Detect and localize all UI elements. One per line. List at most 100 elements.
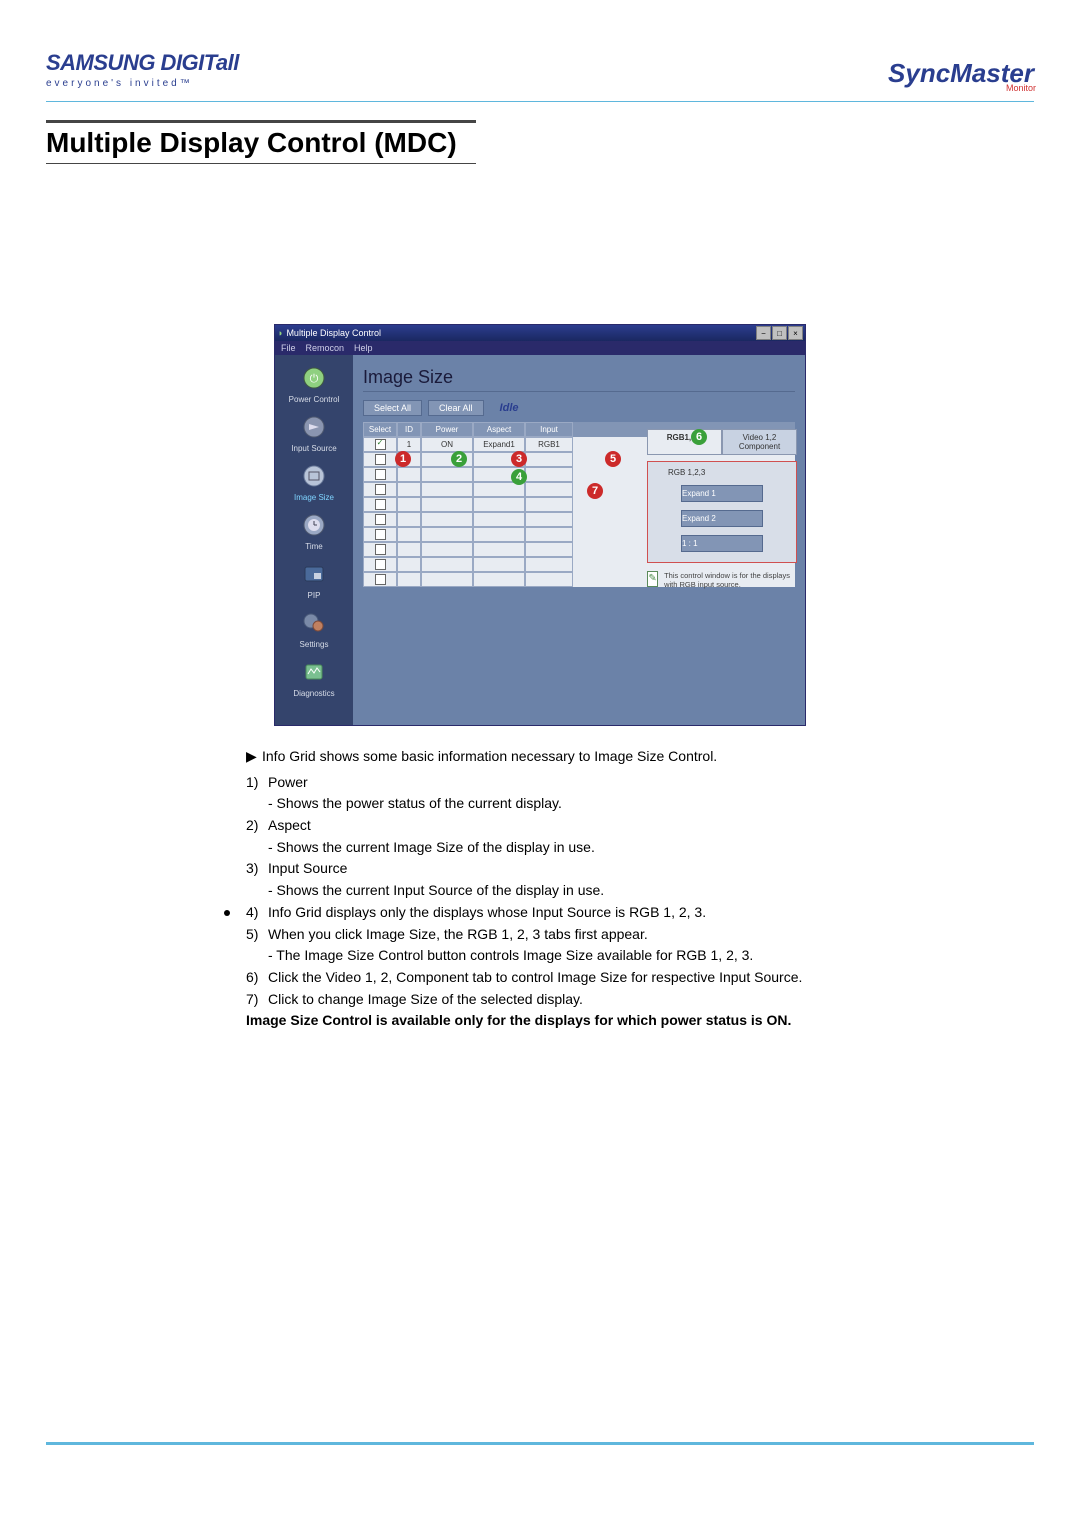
titlebar: ◑ Multiple Display Control − □ × — [275, 325, 805, 341]
cell-power — [421, 542, 473, 557]
sidebar-item-diagnostics[interactable]: Diagnostics — [293, 657, 334, 698]
power-icon: ⏻ — [296, 363, 332, 393]
row-checkbox[interactable] — [375, 469, 386, 480]
close-button[interactable]: × — [788, 326, 803, 340]
logo-bottom: everyone's invited™ — [46, 78, 239, 89]
cell-aspect — [473, 512, 525, 527]
item-3-sub: - Shows the current Input Source of the … — [268, 880, 1034, 902]
sidebar-item-power-control[interactable]: ⏻ Power Control — [289, 363, 340, 404]
col-select: Select — [363, 422, 397, 437]
cell-input — [525, 482, 573, 497]
sidebar-item-label: PIP — [308, 591, 321, 600]
tab-video[interactable]: Video 1,2 Component — [722, 429, 797, 455]
cell-aspect — [473, 527, 525, 542]
cell-power — [421, 482, 473, 497]
callout-4: 4 — [511, 469, 527, 485]
menu-help[interactable]: Help — [354, 343, 373, 353]
sidebar-item-settings[interactable]: Settings — [296, 608, 332, 649]
sidebar-item-label: Image Size — [294, 493, 334, 502]
row-checkbox[interactable] — [375, 484, 386, 495]
cell-power: ON — [421, 437, 473, 452]
cell-id — [397, 497, 421, 512]
select-all-button[interactable]: Select All — [363, 400, 422, 416]
menu-remocon[interactable]: Remocon — [306, 343, 345, 353]
note-bold: Image Size Control is available only for… — [246, 1010, 1034, 1032]
cell-input — [525, 572, 573, 587]
expand2-button[interactable]: Expand 2 — [681, 510, 763, 527]
cell-power — [421, 512, 473, 527]
cell-input — [525, 527, 573, 542]
cell-input — [525, 557, 573, 572]
sidebar-item-label: Diagnostics — [293, 689, 334, 698]
item-5-sub: - The Image Size Control button controls… — [268, 945, 1034, 967]
cell-id: 1 — [397, 437, 421, 452]
one-to-one-button[interactable]: 1 : 1 — [681, 535, 763, 552]
samsung-logo: SAMSUNG DIGITall everyone's invited™ — [46, 50, 239, 89]
row-checkbox[interactable] — [375, 529, 386, 540]
cell-input — [525, 542, 573, 557]
cell-aspect — [473, 557, 525, 572]
row-checkbox[interactable] — [375, 499, 386, 510]
item-2: Aspect — [268, 817, 311, 833]
arrow-icon: ▶ — [246, 746, 262, 768]
panel-title: Image Size — [363, 367, 795, 392]
cell-id — [397, 482, 421, 497]
diagnostics-icon — [296, 657, 332, 687]
row-checkbox[interactable] — [375, 544, 386, 555]
syncmaster-logo: SyncMaster Monitor — [888, 58, 1034, 89]
rp-label: RGB 1,2,3 — [668, 468, 790, 477]
tab-rgb[interactable]: RGB1,2,3 — [647, 429, 722, 455]
cell-aspect — [473, 542, 525, 557]
callout-7: 7 — [587, 483, 603, 499]
minimize-button[interactable]: − — [756, 326, 771, 340]
window-controls: − □ × — [755, 326, 803, 340]
sidebar-item-image-size[interactable]: Image Size — [294, 461, 334, 502]
cell-power — [421, 557, 473, 572]
sidebar-item-input-source[interactable]: Input Source — [291, 412, 336, 453]
row-checkbox[interactable] — [375, 514, 386, 525]
explanation: ▶Info Grid shows some basic information … — [246, 746, 1034, 1032]
cell-id — [397, 542, 421, 557]
input-icon — [296, 412, 332, 442]
col-input: Input — [525, 422, 573, 437]
clear-all-button[interactable]: Clear All — [428, 400, 484, 416]
row-checkbox[interactable] — [375, 574, 386, 585]
row-checkbox[interactable] — [375, 439, 386, 450]
cell-id — [397, 557, 421, 572]
cell-power — [421, 572, 473, 587]
cell-id — [397, 572, 421, 587]
cell-id — [397, 467, 421, 482]
idle-status: Idle — [490, 400, 529, 416]
syncmaster-sub: Monitor — [1006, 83, 1036, 93]
row-checkbox[interactable] — [375, 559, 386, 570]
expand1-button[interactable]: Expand 1 — [681, 485, 763, 502]
cell-input — [525, 452, 573, 467]
callout-1: 1 — [395, 451, 411, 467]
col-aspect: Aspect — [473, 422, 525, 437]
item-5: When you click Image Size, the RGB 1, 2,… — [268, 926, 648, 942]
intro-text: Info Grid shows some basic information n… — [262, 748, 717, 764]
sidebar-item-time[interactable]: Time — [296, 510, 332, 551]
item-2-sub: - Shows the current Image Size of the di… — [268, 837, 1034, 859]
cell-input — [525, 467, 573, 482]
logo-top: SAMSUNG DIGITall — [46, 50, 239, 76]
time-icon — [296, 510, 332, 540]
menu-file[interactable]: File — [281, 343, 296, 353]
item-3: Input Source — [268, 860, 347, 876]
note-text: This control window is for the displays … — [664, 571, 797, 589]
window-title: Multiple Display Control — [286, 328, 381, 338]
app-window: ◑ Multiple Display Control − □ × File Re… — [274, 324, 806, 726]
sidebar-item-pip[interactable]: PIP — [296, 559, 332, 600]
col-power: Power — [421, 422, 473, 437]
sidebar-item-label: Settings — [300, 640, 329, 649]
footer-rule — [46, 1442, 1034, 1445]
item-7: Click to change Image Size of the select… — [268, 991, 583, 1007]
sidebar-item-label: Input Source — [291, 444, 336, 453]
cell-input — [525, 512, 573, 527]
maximize-button[interactable]: □ — [772, 326, 787, 340]
cell-id — [397, 527, 421, 542]
row-checkbox[interactable] — [375, 454, 386, 465]
col-id: ID — [397, 422, 421, 437]
item-1-sub: - Shows the power status of the current … — [268, 793, 1034, 815]
cell-power — [421, 497, 473, 512]
